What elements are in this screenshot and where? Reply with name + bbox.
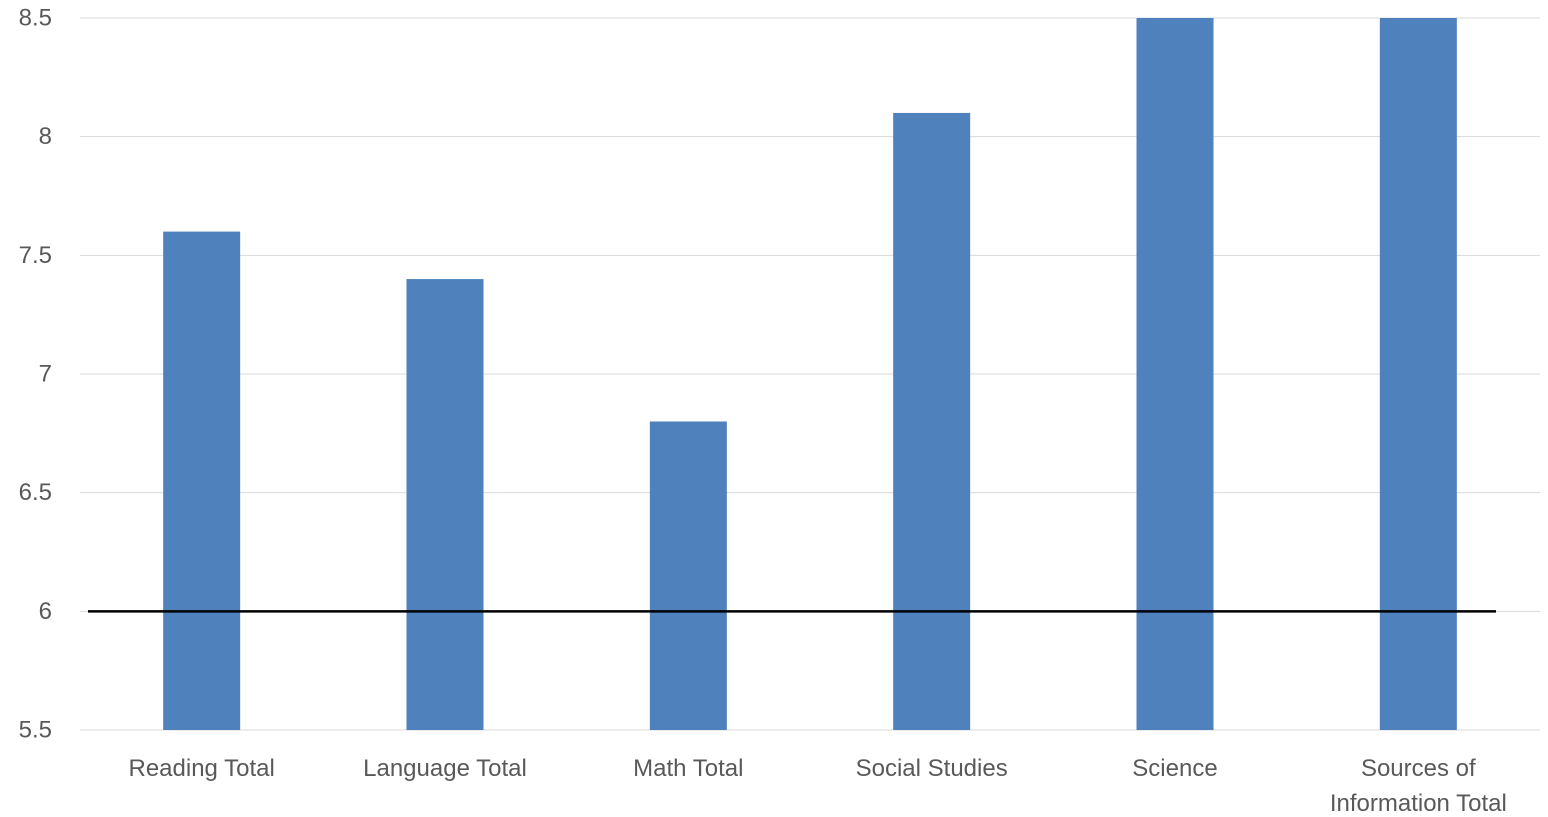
- y-tick-label: 7.5: [19, 242, 52, 269]
- bar: [163, 231, 241, 730]
- y-tick-label: 7: [39, 361, 52, 388]
- y-tick-label: 8: [39, 123, 52, 150]
- category-label: Science: [1132, 755, 1217, 782]
- category-label: Math Total: [633, 755, 743, 782]
- bar: [406, 279, 484, 730]
- bar: [649, 421, 727, 730]
- x-axis-category-labels: Reading Total Language Total Math Total Soc…: [128, 755, 1506, 817]
- category-label: Social Studies: [856, 755, 1008, 782]
- gridlines: [80, 17, 1540, 731]
- y-axis-tick-labels: 5.5 6 6.5 7 7.5 8 8.5: [19, 5, 52, 744]
- category-label: Language Total: [363, 755, 527, 782]
- bar: [1379, 18, 1457, 730]
- category-label: Reading Total: [128, 755, 274, 782]
- y-tick-label: 8.5: [19, 5, 52, 32]
- category-label-line: Reading Total: [128, 755, 274, 782]
- category-label-line: Information Total: [1330, 790, 1507, 817]
- category-label-line: Math Total: [633, 755, 743, 782]
- bar: [893, 112, 971, 730]
- category-label-line: Social Studies: [856, 755, 1008, 782]
- category-label-line: Science: [1132, 755, 1217, 782]
- y-tick-label: 6: [39, 598, 52, 625]
- category-label: Sources of Information Total: [1330, 755, 1507, 817]
- y-tick-label: 5.5: [19, 717, 52, 744]
- bar: [1136, 18, 1214, 730]
- y-tick-label: 6.5: [19, 479, 52, 506]
- category-label-line: Sources of: [1361, 755, 1476, 782]
- category-label-line: Language Total: [363, 755, 527, 782]
